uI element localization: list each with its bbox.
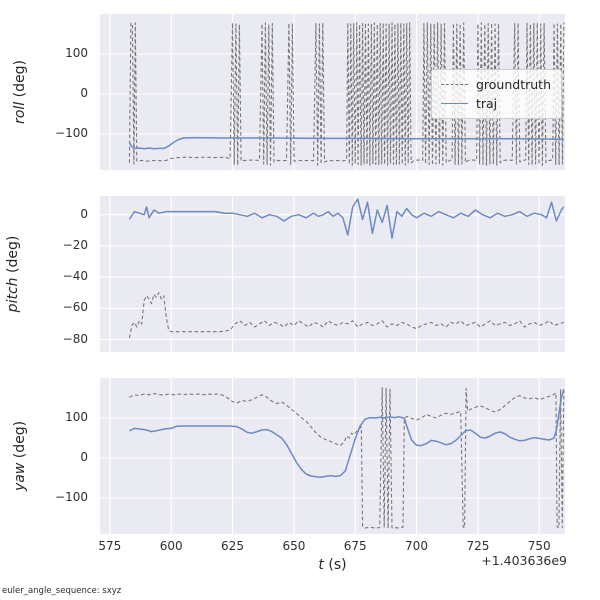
pitch-y-tick-labels: 0 −20 −40 −60 −80 <box>0 196 94 352</box>
x-axis-label: t (s) <box>100 557 565 573</box>
y-tick-label: −60 <box>62 300 88 315</box>
legend-label-groundtruth: groundtruth <box>475 77 551 92</box>
yaw-y-tick-labels: 100 0 −100 <box>0 378 94 534</box>
groundtruth-line-sample <box>440 84 468 85</box>
pitch-plot-area <box>100 196 565 352</box>
y-tick-label: 100 <box>65 46 88 60</box>
legend-label-traj: traj <box>475 96 498 111</box>
legend: groundtruth traj <box>430 69 562 119</box>
y-tick-label: 0 <box>80 86 88 100</box>
x-tick-label: 575 <box>98 539 122 553</box>
x-axis-label-unit: (s) <box>323 557 347 573</box>
y-tick-label: 0 <box>80 206 88 221</box>
x-tick-label: 725 <box>466 539 490 553</box>
y-tick-label: −80 <box>62 331 88 346</box>
x-tick-label: 650 <box>282 539 306 553</box>
subplot-pitch: pitch (deg) 0 −20 −40 −60 −80 <box>0 196 600 366</box>
y-tick-label: −20 <box>62 237 88 252</box>
yaw-plot-area <box>100 378 565 534</box>
traj-line-sample <box>440 103 468 104</box>
footer-note: euler_angle_sequence: sxyz <box>2 586 122 596</box>
x-tick-labels: 575 600 625 650 675 700 725 750 <box>98 539 565 555</box>
y-tick-label: −40 <box>62 269 88 284</box>
subplot-yaw: yaw (deg) 100 0 −100 <box>0 378 600 548</box>
x-tick-label: 675 <box>343 539 367 553</box>
x-tick-label: 600 <box>159 539 183 553</box>
subplot-roll: roll (deg) 100 0 −100 groundtruth traj <box>0 14 600 184</box>
y-tick-label: 0 <box>80 450 88 464</box>
x-tick-label: 700 <box>405 539 428 553</box>
legend-entry-traj: traj <box>440 94 551 113</box>
y-tick-label: 100 <box>65 410 88 424</box>
legend-entry-groundtruth: groundtruth <box>440 75 551 94</box>
x-axis-label-var: t <box>318 557 324 573</box>
x-axis-offset: +1.403636e9 <box>481 553 567 568</box>
x-tick-label: 625 <box>221 539 244 553</box>
roll-y-tick-labels: 100 0 −100 <box>0 14 94 170</box>
y-tick-label: −100 <box>55 126 88 140</box>
x-tick-label: 750 <box>527 539 551 553</box>
y-tick-label: −100 <box>55 490 88 504</box>
